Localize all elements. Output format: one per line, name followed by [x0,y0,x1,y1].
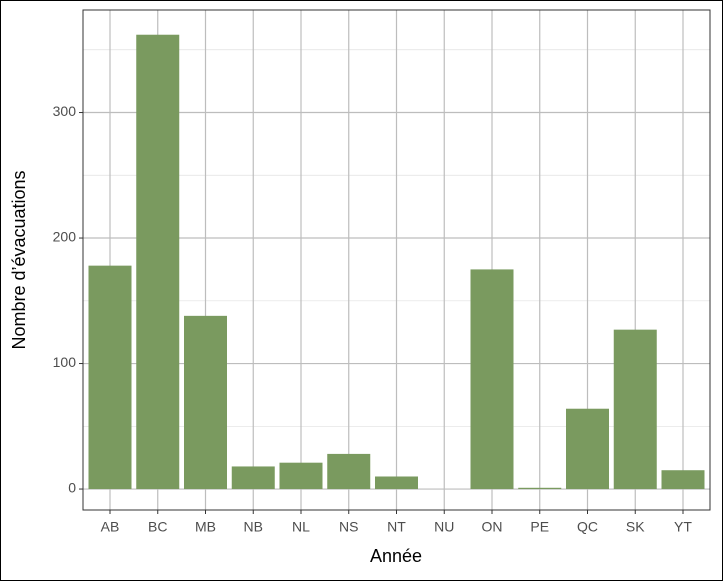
x-tick-label: NU [434,519,454,535]
x-tick-label: AB [101,519,120,535]
bar [661,470,705,490]
bar [613,329,657,490]
y-tick-label: 200 [53,229,77,245]
x-tick-label: YT [674,519,692,535]
bar [470,269,514,490]
x-tick-label: MB [195,519,216,535]
bar [327,453,371,490]
x-axis-title: Année [370,546,422,566]
x-tick-label: NS [339,519,358,535]
bar [279,462,323,490]
y-tick-label: 300 [53,103,77,119]
y-tick-label: 0 [68,480,76,496]
bar [518,487,562,490]
y-tick-label: 100 [53,354,77,370]
bar [375,476,418,490]
x-tick-label: SK [626,519,645,535]
bar [88,265,132,490]
bar [231,466,275,490]
bar [136,34,180,490]
y-axis-title: Nombre d’évacuations [9,170,29,349]
x-tick-label: NL [292,519,310,535]
x-tick-label: PE [530,519,549,535]
x-tick-label: NT [387,519,406,535]
x-tick-label: QC [577,519,598,535]
x-tick-label: BC [148,519,167,535]
x-tick-label: ON [482,519,503,535]
bar [566,408,609,490]
panel-border [82,9,711,511]
bar [184,315,227,490]
x-tick-label: NB [244,519,263,535]
